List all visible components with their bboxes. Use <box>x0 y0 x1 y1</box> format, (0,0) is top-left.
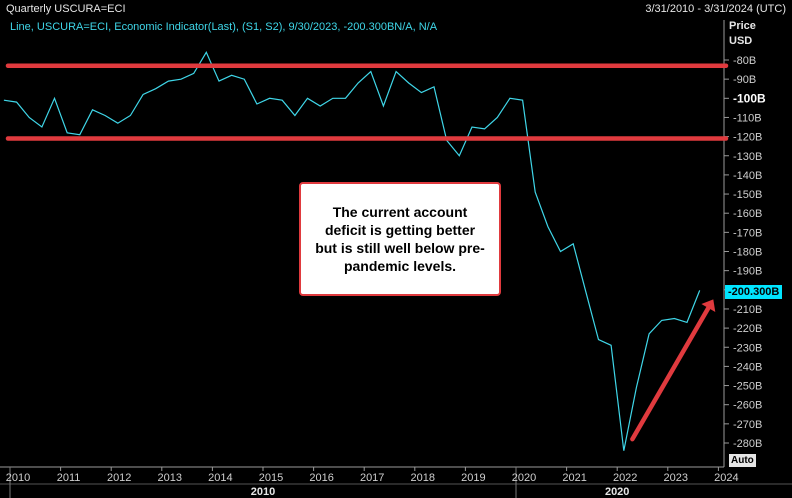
price-axis-label: Price <box>729 20 756 32</box>
x-tick-label: 2017 <box>359 472 385 484</box>
x-tick-label: 2013 <box>157 472 183 484</box>
x-tick-label: 2023 <box>663 472 689 484</box>
x-tick-label: 2011 <box>56 472 81 484</box>
trend-arrow-head <box>701 299 716 312</box>
last-value-tag: -200.300B <box>725 285 783 299</box>
y-tick-label: -240B <box>733 361 762 373</box>
annotation-text: The current account deficit is getting b… <box>315 204 485 274</box>
annotation-callout: The current account deficit is getting b… <box>299 182 501 296</box>
y-tick-label: -260B <box>733 400 762 412</box>
y-tick-label: -100B <box>733 91 766 105</box>
series-legend[interactable]: Line, USCURA=ECI, Economic Indicator(Las… <box>10 21 438 33</box>
x-tick-label: 2024 <box>714 472 739 484</box>
y-tick-label: -150B <box>733 189 762 201</box>
era-label: 2020 <box>604 486 630 498</box>
x-tick-label: 2014 <box>208 472 233 484</box>
y-tick-label: -160B <box>733 208 762 220</box>
y-tick-label: -220B <box>733 323 762 335</box>
x-tick-label: 2019 <box>461 472 486 484</box>
y-tick-label: -120B <box>733 132 762 144</box>
y-tick-label: -130B <box>733 151 762 163</box>
y-tick-label: -280B <box>733 438 762 450</box>
y-tick-label: -190B <box>733 266 762 278</box>
y-tick-label: -180B <box>733 247 762 259</box>
y-tick-label: -110B <box>733 112 762 124</box>
y-tick-label: -230B <box>733 342 762 354</box>
chart-title: Quarterly USCURA=ECI <box>6 3 126 15</box>
currency-axis-label: USD <box>729 35 753 47</box>
y-tick-label: -270B <box>733 419 762 431</box>
x-tick-label: 2018 <box>410 472 436 484</box>
x-tick-label: 2015 <box>258 472 284 484</box>
trend-arrow-shaft <box>630 305 711 442</box>
y-tick-label: -210B <box>733 304 762 316</box>
x-tick-label: 2022 <box>612 472 638 484</box>
y-tick-label: -80B <box>733 55 756 67</box>
series-line <box>3 50 701 451</box>
top-bar <box>0 0 792 18</box>
y-tick-label: -90B <box>733 74 756 86</box>
auto-scale-button[interactable]: Auto <box>729 454 756 467</box>
y-tick-label: -140B <box>733 170 762 182</box>
y-tick-label: -170B <box>733 227 762 239</box>
y-tick-label: -250B <box>733 381 762 393</box>
x-tick-label: 2010 <box>5 472 31 484</box>
x-tick-label: 2016 <box>309 472 334 484</box>
date-range: 3/31/2010 - 3/31/2024 (UTC) <box>645 3 786 15</box>
x-tick-label: 2020 <box>511 472 537 484</box>
x-tick-label: 2021 <box>562 472 587 484</box>
era-label: 2010 <box>250 486 276 498</box>
x-tick-label: 2012 <box>106 472 132 484</box>
